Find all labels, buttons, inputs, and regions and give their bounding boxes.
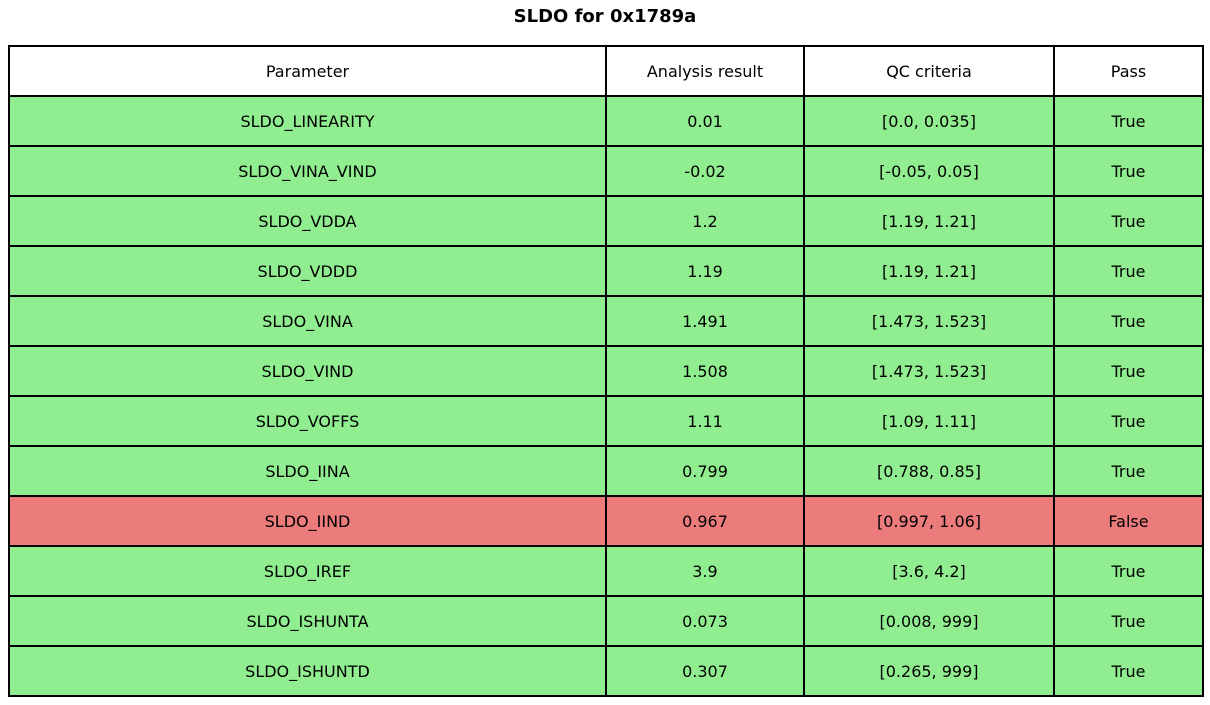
parameter-cell: SLDO_VDDD [8, 245, 607, 297]
pass-cell: True [1053, 245, 1204, 297]
criteria-cell: [0.008, 999] [803, 595, 1055, 647]
report-title: SLDO for 0x1789a [513, 6, 697, 27]
pass-cell: False [1053, 495, 1204, 547]
table-row: SLDO_ISHUNTA 0.073 [0.008, 999] True [8, 595, 1204, 647]
result-cell: 1.19 [605, 245, 805, 297]
criteria-cell: [-0.05, 0.05] [803, 145, 1055, 197]
table-row: SLDO_LINEARITY 0.01 [0.0, 0.035] True [8, 95, 1204, 147]
result-cell: 0.799 [605, 445, 805, 497]
table-row: SLDO_VINA_VIND -0.02 [-0.05, 0.05] True [8, 145, 1204, 197]
header-analysis-result: Analysis result [605, 45, 805, 97]
parameter-cell: SLDO_VDDA [8, 195, 607, 247]
table-row: SLDO_IREF 3.9 [3.6, 4.2] True [8, 545, 1204, 597]
parameter-cell: SLDO_VINA [8, 295, 607, 347]
table-row: SLDO_ISHUNTD 0.307 [0.265, 999] True [8, 645, 1204, 697]
result-cell: 1.508 [605, 345, 805, 397]
pass-cell: True [1053, 545, 1204, 597]
parameter-cell: SLDO_IINA [8, 445, 607, 497]
parameter-cell: SLDO_IREF [8, 545, 607, 597]
result-cell: 0.967 [605, 495, 805, 547]
result-cell: 0.01 [605, 95, 805, 147]
parameter-cell: SLDO_VINA_VIND [8, 145, 607, 197]
qc-table: Parameter Analysis result QC criteria Pa… [8, 45, 1204, 697]
pass-cell: True [1053, 95, 1204, 147]
table-row: SLDO_VINA 1.491 [1.473, 1.523] True [8, 295, 1204, 347]
criteria-cell: [1.09, 1.11] [803, 395, 1055, 447]
criteria-cell: [0.997, 1.06] [803, 495, 1055, 547]
pass-cell: True [1053, 295, 1204, 347]
result-cell: 3.9 [605, 545, 805, 597]
header-row: Parameter Analysis result QC criteria Pa… [8, 45, 1204, 97]
pass-cell: True [1053, 445, 1204, 497]
criteria-cell: [3.6, 4.2] [803, 545, 1055, 597]
parameter-cell: SLDO_ISHUNTD [8, 645, 607, 697]
criteria-cell: [1.19, 1.21] [803, 245, 1055, 297]
criteria-cell: [0.788, 0.85] [803, 445, 1055, 497]
table-row: SLDO_VDDD 1.19 [1.19, 1.21] True [8, 245, 1204, 297]
criteria-cell: [1.19, 1.21] [803, 195, 1055, 247]
pass-cell: True [1053, 145, 1204, 197]
pass-cell: True [1053, 595, 1204, 647]
criteria-cell: [1.473, 1.523] [803, 345, 1055, 397]
parameter-cell: SLDO_VOFFS [8, 395, 607, 447]
pass-cell: True [1053, 195, 1204, 247]
result-cell: 1.2 [605, 195, 805, 247]
pass-cell: True [1053, 395, 1204, 447]
table-row: SLDO_IIND 0.967 [0.997, 1.06] False [8, 495, 1204, 547]
header-pass: Pass [1053, 45, 1204, 97]
criteria-cell: [0.265, 999] [803, 645, 1055, 697]
header-parameter: Parameter [8, 45, 607, 97]
header-qc-criteria: QC criteria [803, 45, 1055, 97]
parameter-cell: SLDO_IIND [8, 495, 607, 547]
table-row: SLDO_VIND 1.508 [1.473, 1.523] True [8, 345, 1204, 397]
parameter-cell: SLDO_LINEARITY [8, 95, 607, 147]
result-cell: 0.307 [605, 645, 805, 697]
table-row: SLDO_IINA 0.799 [0.788, 0.85] True [8, 445, 1204, 497]
table-row: SLDO_VDDA 1.2 [1.19, 1.21] True [8, 195, 1204, 247]
result-cell: 0.073 [605, 595, 805, 647]
criteria-cell: [0.0, 0.035] [803, 95, 1055, 147]
result-cell: 1.11 [605, 395, 805, 447]
parameter-cell: SLDO_ISHUNTA [8, 595, 607, 647]
parameter-cell: SLDO_VIND [8, 345, 607, 397]
criteria-cell: [1.473, 1.523] [803, 295, 1055, 347]
pass-cell: True [1053, 645, 1204, 697]
table-row: SLDO_VOFFS 1.11 [1.09, 1.11] True [8, 395, 1204, 447]
pass-cell: True [1053, 345, 1204, 397]
table-body: SLDO_LINEARITY 0.01 [0.0, 0.035] True SLDO_V… [8, 95, 1204, 697]
result-cell: -0.02 [605, 145, 805, 197]
result-cell: 1.491 [605, 295, 805, 347]
